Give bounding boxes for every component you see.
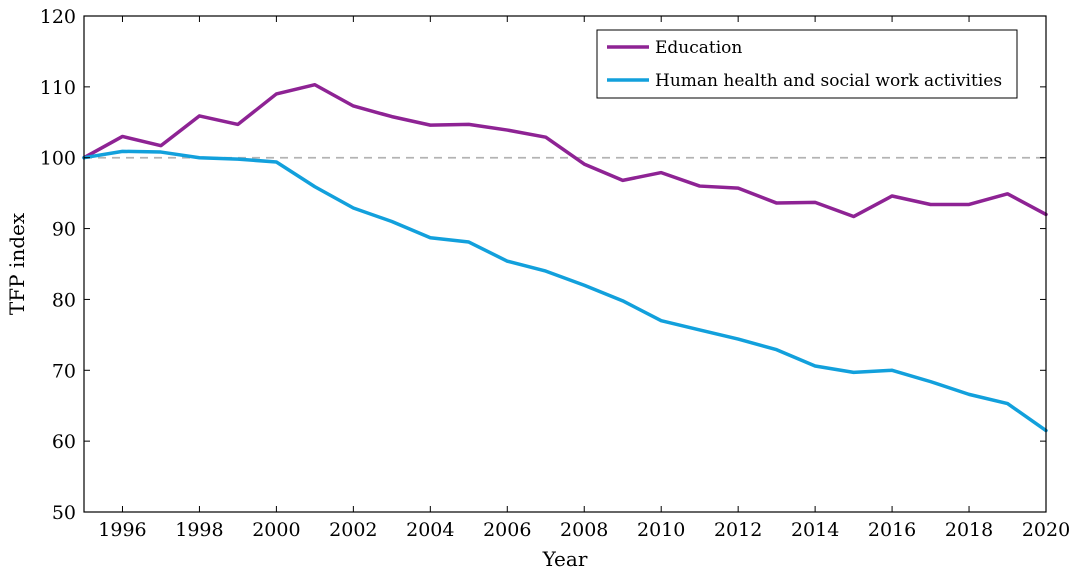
x-tick-label: 1996 xyxy=(98,519,146,541)
x-tick-label: 2020 xyxy=(1022,519,1070,541)
series-layer xyxy=(82,82,1048,433)
legend-label-human-health: Human health and social work activities xyxy=(655,71,1002,91)
x-tick-label: 2016 xyxy=(868,519,916,541)
axes-layer xyxy=(83,15,1047,513)
series-line-education xyxy=(82,82,1048,219)
x-axis-label: Year xyxy=(542,547,588,571)
plot-area-frame xyxy=(83,15,1047,513)
y-tick-label: 120 xyxy=(40,6,76,28)
series-line-human-health xyxy=(82,149,1048,433)
x-tick-label: 2002 xyxy=(329,519,377,541)
legend-label-education: Education xyxy=(655,38,742,58)
y-tick-label: 60 xyxy=(52,431,76,453)
y-tick-label: 110 xyxy=(40,77,76,99)
y-tick-label: 80 xyxy=(52,289,76,311)
x-tick-label: 2004 xyxy=(406,519,454,541)
legend-box xyxy=(596,29,1018,99)
legend: Education Human health and social work a… xyxy=(596,29,1018,99)
x-tick-label: 1998 xyxy=(175,519,223,541)
y-tick-label: 90 xyxy=(52,219,76,241)
x-tick-label: 2000 xyxy=(252,519,300,541)
x-tick-label: 2012 xyxy=(714,519,762,541)
x-tick-label: 2014 xyxy=(791,519,839,541)
y-axis-label: TFP index xyxy=(5,212,29,315)
y-tick-label: 100 xyxy=(40,148,76,170)
y-tick-label: 50 xyxy=(52,502,76,524)
y-tick-label: 70 xyxy=(52,360,76,382)
ticks-layer: 1996 1998 2000 2002 2004 2006 2008 2010 2012 2014… xyxy=(40,6,1070,541)
x-tick-label: 2008 xyxy=(560,519,608,541)
x-tick-label: 2018 xyxy=(945,519,993,541)
x-tick-label: 2006 xyxy=(483,519,531,541)
x-tick-label: 2010 xyxy=(637,519,685,541)
